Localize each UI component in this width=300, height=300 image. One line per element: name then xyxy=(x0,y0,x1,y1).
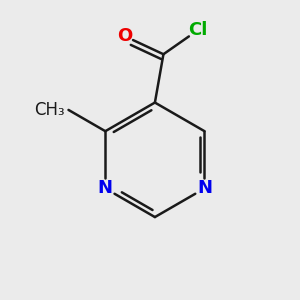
Text: N: N xyxy=(98,179,113,197)
Text: Cl: Cl xyxy=(189,21,208,39)
Text: O: O xyxy=(117,27,133,45)
Text: CH₃: CH₃ xyxy=(34,101,65,119)
Text: N: N xyxy=(197,179,212,197)
